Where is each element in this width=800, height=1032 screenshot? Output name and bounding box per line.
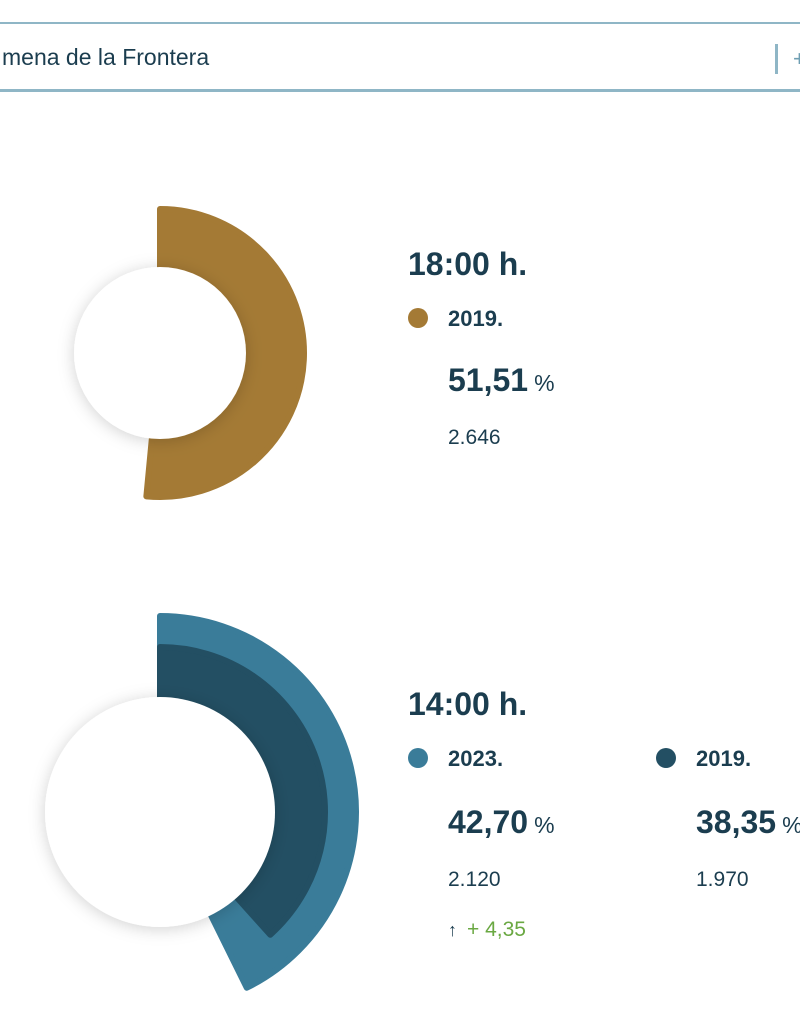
percent-symbol: % xyxy=(534,812,555,838)
voter-count-2019-1800: 2.646 xyxy=(448,426,501,449)
donut-center xyxy=(74,267,246,439)
participation-donut-1800 xyxy=(74,206,307,500)
year-label-2023-1400: 2023. xyxy=(448,746,504,771)
difference-2023-vs-2019: ↑ + 4,35 xyxy=(448,918,526,942)
clear-search-icon[interactable]: + xyxy=(793,46,800,71)
legend-dot-2023-1400 xyxy=(408,748,428,768)
donut-center xyxy=(45,697,275,927)
search-input-value[interactable]: mena de la Frontera xyxy=(2,44,210,70)
hour-label-1400: 14:00 h. xyxy=(408,686,528,722)
municipality-search-field[interactable] xyxy=(0,24,800,92)
percent-value: 42,70 xyxy=(448,804,529,840)
percent-2023-1400: 42,70% xyxy=(448,804,555,841)
search-divider xyxy=(775,44,778,74)
hour-label-1800: 18:00 h. xyxy=(408,246,528,282)
difference-value: + 4,35 xyxy=(467,918,526,941)
percent-value: 51,51 xyxy=(448,362,529,398)
percent-symbol: % xyxy=(782,812,800,838)
percent-value: 38,35 xyxy=(696,804,777,840)
voter-count-2019-1400: 1.970 xyxy=(696,868,749,891)
legend-dot-2019-1800 xyxy=(408,308,428,328)
voter-count-2023-1400: 2.120 xyxy=(448,868,501,891)
participation-donut-1400 xyxy=(45,613,359,991)
percent-2019-1400: 38,35% xyxy=(696,804,800,841)
arrow-up-icon: ↑ xyxy=(448,920,457,940)
legend-dot-2019-1400 xyxy=(656,748,676,768)
percent-2019-1800: 51,51% xyxy=(448,362,555,399)
percent-symbol: % xyxy=(534,370,555,396)
top-border-line xyxy=(0,22,800,24)
year-label-2019-1800: 2019. xyxy=(448,306,504,331)
year-label-2019-1400: 2019. xyxy=(696,746,752,771)
